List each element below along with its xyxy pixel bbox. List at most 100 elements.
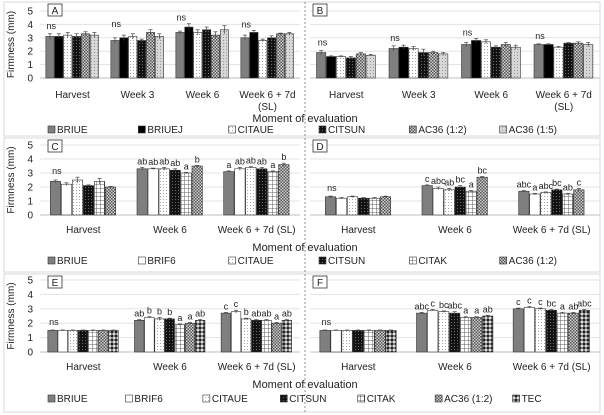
x-tick-label: Week 3 [402,90,436,101]
x-tick-label: Week 6 + 7d [536,90,592,101]
bar [88,330,99,353]
legend-swatch [409,125,417,134]
legend-label: CITSUN [328,125,365,136]
panel-label-box [312,3,328,17]
y-tick-label: 0 [27,348,33,359]
significance-label: a [474,306,479,316]
bar [471,317,483,353]
bar [128,36,138,79]
legend-swatch [125,394,133,403]
panel-label-box [47,3,63,17]
y-tick-label: 1 [27,60,33,71]
bar [108,330,119,353]
bar [476,176,488,216]
significance-label: ns [390,33,400,43]
bar [533,44,544,79]
bar [408,48,419,79]
bar [529,193,541,216]
bar [330,330,342,353]
legend-swatch [499,256,507,265]
bar [258,40,268,79]
x-tick-label-line2: (SL) [258,102,277,113]
bar [234,168,246,216]
y-tick-label: 1 [27,197,33,208]
legend-label: BRIUE [57,394,88,405]
bar [388,48,399,79]
bar [276,33,285,79]
significance-label: b [157,306,162,316]
significance-label: abc [539,181,554,191]
legend-label: BRIF6 [147,256,176,267]
legend: BRIUE BRIF6 CITAUE CITSUN CITAK AC36 (1:2) [47,256,557,267]
bar [94,181,106,216]
y-axis-label: Firmness (mm) [6,146,17,213]
row-frame [3,1,601,137]
legend-label: BRIF6 [134,394,163,405]
significance-label: ab [568,301,578,311]
legend-swatch [138,256,146,265]
legend-label: AC36 (1:2) [418,125,466,136]
bar [540,192,552,216]
legend-label: TEC [522,394,542,405]
x-tick-label: Week 6 [186,90,220,101]
legend-swatch [47,125,56,134]
bar [47,330,58,353]
bar [563,42,574,79]
significance-label: c [516,297,521,307]
legend-swatch [499,125,507,134]
y-tick-label: 1 [27,333,33,344]
significance-label: ns [535,31,545,41]
bar [454,186,466,216]
significance-label: ns [318,38,328,48]
x-tick-label: Harvest [341,225,376,236]
significance-label: b [281,152,286,162]
bar [534,308,546,353]
bar [523,307,535,353]
x-axis-title: Moment of evaluation [252,242,357,254]
legend-label: AC36 (1:2) [444,394,492,405]
bar [358,197,370,216]
bar [518,190,530,216]
bar [267,171,279,216]
bar [105,186,117,216]
x-tick-label-line2: (SL) [554,102,573,113]
x-tick-label: Week 6 + 7d (SL) [513,362,591,373]
bar [319,330,331,353]
legend-swatch [318,125,327,134]
y-tick-label: 4 [27,290,33,301]
bar [416,312,428,353]
legend-label: BRIUE [57,125,88,136]
significance-label: ab [483,304,493,314]
legend-label: CITAUE [238,125,274,136]
bar [63,34,73,79]
significance-label: a [463,306,468,316]
legend-label: CITSUN [289,394,326,405]
bar [154,318,165,353]
x-tick-label: Week 6 + 7d (SL) [218,362,296,373]
bar [490,46,501,79]
significance-label: c [425,174,430,184]
significance-label: ab [170,158,180,168]
y-tick-label: 2 [27,319,33,330]
bar [136,168,148,216]
bar [578,309,590,353]
significance-label: a [274,311,279,321]
bar [369,197,381,216]
bar [110,40,120,79]
bar [553,46,564,79]
legend-swatch [47,394,56,403]
bar [341,330,353,353]
significance-label: bc [439,300,449,310]
legend-label: CITAK [418,256,447,267]
x-tick-label: Week 6 [153,362,187,373]
bar [134,320,145,353]
bar [158,168,170,216]
legend-label: CITSUN [328,256,365,267]
bar [271,322,282,353]
bar [385,330,397,353]
bar [449,312,461,353]
significance-label: a [469,180,474,190]
significance-label: ab [251,309,261,319]
